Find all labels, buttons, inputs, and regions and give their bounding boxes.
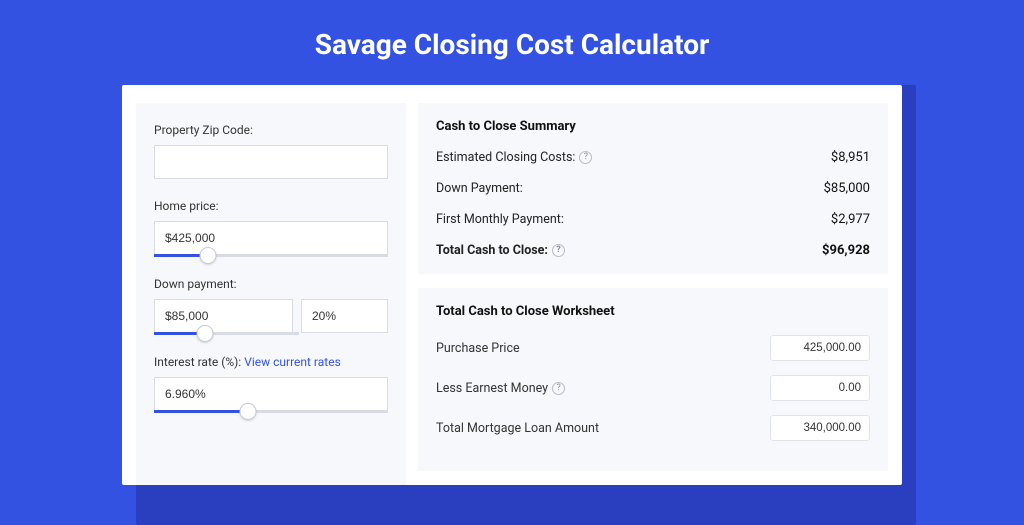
down-payment-slider-thumb[interactable] (196, 325, 213, 342)
down-payment-label: Down payment: (154, 277, 388, 291)
summary-rows: Estimated Closing Costs:? $8,951 Down Paym… (436, 150, 870, 258)
summary-row-label: Down Payment: (436, 181, 523, 196)
interest-slider-thumb[interactable] (239, 403, 256, 420)
worksheet-row: Total Mortgage Loan Amount (436, 415, 870, 441)
home-price-slider-thumb[interactable] (199, 247, 216, 264)
worksheet-row-input[interactable] (770, 335, 870, 361)
summary-row: Down Payment: $85,000 (436, 181, 870, 196)
summary-row-value: $85,000 (824, 181, 870, 196)
interest-label-text: Interest rate (%): (154, 355, 244, 369)
summary-row: Estimated Closing Costs:? $8,951 (436, 150, 870, 165)
help-icon[interactable]: ? (552, 244, 565, 257)
worksheet-row-input[interactable] (770, 375, 870, 401)
worksheet-row: Purchase Price (436, 335, 870, 361)
home-price-slider[interactable] (154, 254, 388, 257)
interest-input[interactable] (154, 377, 388, 411)
card-container: Property Zip Code: Home price: Down paym… (122, 85, 902, 485)
worksheet-row: Less Earnest Money? (436, 375, 870, 401)
page-title: Savage Closing Cost Calculator (0, 0, 1024, 85)
home-price-label: Home price: (154, 199, 388, 213)
summary-row-value: $2,977 (831, 212, 870, 227)
down-payment-slider[interactable] (154, 332, 299, 335)
home-price-input[interactable] (154, 221, 388, 255)
home-price-field-group: Home price: (154, 199, 388, 257)
zip-field-group: Property Zip Code: (154, 123, 388, 179)
worksheet-row-label: Total Mortgage Loan Amount (436, 421, 599, 436)
worksheet-panel: Total Cash to Close Worksheet Purchase P… (418, 288, 888, 471)
summary-row: First Monthly Payment: $2,977 (436, 212, 870, 227)
summary-row-label: First Monthly Payment: (436, 212, 564, 227)
worksheet-row-input[interactable] (770, 415, 870, 441)
calculator-card: Property Zip Code: Home price: Down paym… (122, 85, 902, 485)
input-panel: Property Zip Code: Home price: Down paym… (136, 103, 406, 485)
worksheet-row-label: Purchase Price (436, 341, 520, 356)
summary-row-label: Total Cash to Close:? (436, 243, 565, 258)
help-icon[interactable]: ? (579, 151, 592, 164)
summary-row: Total Cash to Close:? $96,928 (436, 243, 870, 258)
interest-slider[interactable] (154, 410, 388, 413)
worksheet-title: Total Cash to Close Worksheet (436, 304, 870, 319)
summary-panel: Cash to Close Summary Estimated Closing … (418, 103, 888, 274)
down-payment-field-group: Down payment: (154, 277, 388, 335)
summary-row-value: $8,951 (831, 150, 870, 165)
down-payment-pct-input[interactable] (301, 299, 388, 333)
interest-label: Interest rate (%): View current rates (154, 355, 388, 369)
worksheet-rows: Purchase Price Less Earnest Money? Total M… (436, 335, 870, 441)
interest-slider-fill (154, 410, 248, 413)
view-rates-link[interactable]: View current rates (244, 355, 341, 369)
down-payment-input[interactable] (154, 299, 293, 333)
worksheet-row-label: Less Earnest Money? (436, 381, 565, 396)
interest-field-group: Interest rate (%): View current rates (154, 355, 388, 413)
summary-row-label: Estimated Closing Costs:? (436, 150, 592, 165)
results-panel: Cash to Close Summary Estimated Closing … (418, 103, 888, 485)
help-icon[interactable]: ? (552, 382, 565, 395)
zip-input[interactable] (154, 145, 388, 179)
summary-row-value: $96,928 (822, 243, 870, 258)
zip-label: Property Zip Code: (154, 123, 388, 137)
summary-title: Cash to Close Summary (436, 119, 870, 134)
